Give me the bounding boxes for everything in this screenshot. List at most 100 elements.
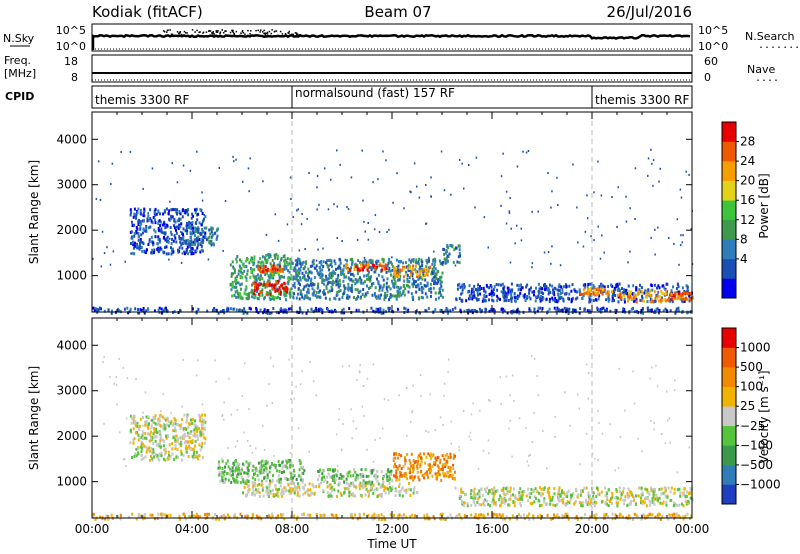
velocity-cell-r5 bbox=[404, 474, 407, 478]
velocity-cell-r0 bbox=[473, 515, 476, 519]
velocity-cell-r4 bbox=[369, 471, 372, 475]
velocity-cell-r5 bbox=[412, 467, 415, 471]
power-cell-r3 bbox=[261, 288, 264, 292]
power-cell-r0 bbox=[662, 309, 665, 313]
velocity-cell-r3 bbox=[331, 494, 334, 498]
power-cell-r1 bbox=[184, 252, 186, 256]
velocity-cell-r2 bbox=[260, 479, 263, 483]
velocity-cell-r5 bbox=[427, 452, 430, 456]
velocity-cell-r5 bbox=[447, 456, 450, 459]
power-cell-r6 bbox=[314, 267, 317, 270]
power-cell-r6 bbox=[334, 262, 337, 266]
velocity-cell-r0 bbox=[405, 515, 408, 519]
power-cell-r6 bbox=[297, 292, 299, 296]
power-cell-r6 bbox=[403, 279, 406, 283]
velocity-cell-r6 bbox=[650, 486, 652, 490]
velocity-cell-r3 bbox=[413, 486, 416, 490]
power-cell-r3 bbox=[245, 265, 248, 269]
velocity-cell-r6 bbox=[557, 492, 560, 496]
nsky-dot bbox=[198, 31, 200, 34]
velocity-cell-r3 bbox=[336, 494, 338, 498]
power-cell-r6 bbox=[393, 278, 396, 282]
power-cell-r6 bbox=[418, 274, 421, 278]
power-cell-r6 bbox=[414, 280, 417, 284]
power-cell-r12 bbox=[627, 295, 630, 299]
power-cell-r12 bbox=[651, 300, 654, 303]
velocity-cell-r1 bbox=[162, 426, 165, 430]
power-noise-cell bbox=[527, 150, 530, 152]
power-cell-r10 bbox=[588, 300, 591, 304]
velocity-cell-r2 bbox=[272, 474, 274, 477]
power-noise-cell bbox=[593, 191, 595, 194]
velocity-cell-r1 bbox=[147, 415, 150, 419]
power-cell-r4 bbox=[255, 287, 258, 291]
power-cell-r6 bbox=[421, 277, 424, 281]
velocity-cell-r0 bbox=[553, 513, 555, 517]
velocity-cell-r1 bbox=[178, 442, 181, 446]
velocity-cell-r3 bbox=[266, 493, 269, 497]
power-cell-r6 bbox=[377, 294, 380, 298]
velocity-cell-r1 bbox=[145, 415, 148, 419]
power-cell-r1 bbox=[189, 224, 192, 228]
power-cell-r3 bbox=[277, 273, 280, 277]
velocity-cell-r3 bbox=[289, 481, 292, 485]
power-noise-cell bbox=[450, 193, 452, 196]
power-cell-r6 bbox=[328, 276, 331, 279]
power-cell-r5 bbox=[272, 270, 274, 274]
power-cell-r0 bbox=[157, 308, 160, 312]
velocity-cell-r0 bbox=[667, 517, 670, 521]
velocity-cell-r6 bbox=[595, 495, 598, 499]
velocity-cell-r4 bbox=[376, 469, 379, 473]
power-cell-r12 bbox=[628, 295, 631, 299]
velocity-cell-r3 bbox=[382, 483, 385, 487]
velocity-cell-r3 bbox=[309, 493, 312, 497]
velocity-cell-r3 bbox=[287, 483, 290, 487]
power-cell-r10 bbox=[477, 293, 479, 297]
power-cell-r3 bbox=[231, 294, 234, 298]
power-cell-r3 bbox=[285, 292, 288, 296]
power-cell-r10 bbox=[516, 283, 519, 287]
velocity-cell-r1 bbox=[162, 444, 165, 448]
velocity-cell-r0 bbox=[367, 513, 370, 517]
velocity-cell-r1 bbox=[133, 437, 136, 441]
velocity-cell-r6 bbox=[591, 486, 594, 490]
power-cell-r3 bbox=[268, 296, 271, 300]
velocity-cell-r1 bbox=[195, 450, 198, 454]
power-cell-r10 bbox=[686, 290, 689, 294]
power-cell-r6 bbox=[411, 272, 414, 276]
power-noise-cell bbox=[557, 204, 559, 206]
velocity-cell-r3 bbox=[399, 489, 402, 493]
power-noise-cell bbox=[430, 195, 432, 198]
power-cell-r9 bbox=[444, 251, 447, 255]
power-cell-r10 bbox=[617, 284, 619, 288]
power-noise-cell bbox=[593, 239, 595, 242]
velocity-cell-r1 bbox=[140, 450, 143, 453]
velocity-cell-r1 bbox=[203, 419, 206, 422]
nsky-dot bbox=[279, 30, 282, 33]
velocity-cell-r6 bbox=[454, 486, 457, 490]
velocity-cell-r3 bbox=[398, 482, 401, 486]
power-cell-r2 bbox=[210, 243, 213, 247]
velocity-cell-r1 bbox=[191, 455, 194, 459]
power-cell-r6 bbox=[335, 279, 338, 283]
velocity-cell-r4 bbox=[386, 475, 389, 479]
velocity-cell-r1 bbox=[159, 435, 162, 439]
velocity-cell-r0 bbox=[271, 512, 274, 516]
velocity-cell-r1 bbox=[201, 413, 204, 417]
power-cell-r1 bbox=[199, 208, 202, 212]
power-cell-r1 bbox=[194, 211, 197, 215]
power-cell-r6 bbox=[293, 284, 296, 288]
nsky-dot bbox=[294, 32, 297, 34]
velocity-cell-r0 bbox=[195, 512, 198, 516]
power-cell-r3 bbox=[245, 296, 248, 300]
power-cell-r12 bbox=[666, 292, 668, 296]
velocity-cell-r6 bbox=[534, 496, 537, 500]
power-cell-r10 bbox=[461, 299, 464, 303]
velocity-cell-r3 bbox=[289, 492, 292, 496]
power-cell-r12 bbox=[664, 292, 667, 296]
velocity-cell-r0 bbox=[456, 514, 459, 518]
power-cell-r6 bbox=[436, 282, 439, 286]
velocity-cell-r1 bbox=[158, 444, 161, 448]
power-cell-r6 bbox=[389, 296, 391, 300]
power-cell-r6 bbox=[309, 297, 311, 301]
